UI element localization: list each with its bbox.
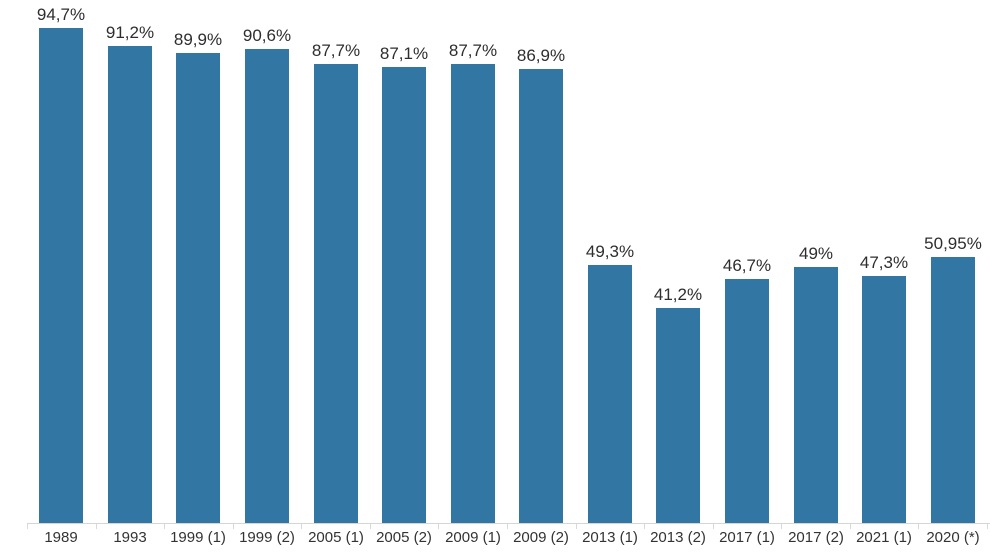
x-axis-tick (164, 524, 165, 529)
bar (382, 67, 426, 523)
bar-value-label: 50,95% (924, 234, 982, 253)
x-axis-label: 1993 (113, 529, 147, 546)
bar (451, 64, 495, 523)
bar-value-label: 87,1% (379, 44, 429, 63)
bar-value-label: 87,7% (448, 41, 498, 60)
bar-value-label: 49% (798, 244, 834, 263)
x-axis-tick (850, 524, 851, 529)
bar (108, 46, 152, 523)
x-axis-label: 2017 (1) (719, 529, 775, 546)
x-axis-label: 2017 (2) (788, 529, 844, 546)
bar-value-label: 91,2% (105, 23, 155, 42)
x-axis-label: 2013 (2) (650, 529, 706, 546)
bar (725, 279, 769, 523)
bar (176, 53, 220, 523)
x-axis-tick (918, 524, 919, 529)
bar-value-label: 89,9% (173, 30, 223, 49)
bar-value-label: 86,9% (516, 46, 566, 65)
x-axis-line (27, 523, 990, 524)
x-axis-tick (96, 524, 97, 529)
bar (39, 28, 83, 523)
x-axis-tick (713, 524, 714, 529)
bar-value-label: 41,2% (653, 285, 703, 304)
plot-area: 94,7% 91,2% 89,9% 90,6% 87,7% 87,1% 87,7% 86,9%… (36, 5, 982, 523)
bar-value-label: 46,7% (722, 256, 772, 275)
x-axis-tick (576, 524, 577, 529)
x-axis-label: 2009 (2) (513, 529, 569, 546)
bar (245, 49, 289, 523)
x-axis-label: 1999 (1) (170, 529, 226, 546)
bar (588, 265, 632, 523)
x-axis-tick (507, 524, 508, 529)
x-axis-label: 2005 (1) (308, 529, 364, 546)
bar-value-label: 47,3% (859, 253, 909, 272)
bar (794, 267, 838, 523)
x-axis-tick (27, 524, 28, 529)
x-axis-tick (233, 524, 234, 529)
x-axis-tick (370, 524, 371, 529)
bar (656, 308, 700, 523)
x-axis-label: 1999 (2) (239, 529, 295, 546)
x-axis-label: 2005 (2) (376, 529, 432, 546)
bar (931, 257, 975, 523)
x-axis-label: 2021 (1) (856, 529, 912, 546)
bar-value-label: 49,3% (585, 242, 635, 261)
x-axis-tick (644, 524, 645, 529)
bar-value-label: 94,7% (36, 5, 86, 24)
bar (519, 69, 563, 523)
bar (862, 276, 906, 523)
bar (314, 64, 358, 523)
bar-value-label: 87,7% (311, 41, 361, 60)
x-axis-label: 2013 (1) (582, 529, 638, 546)
x-axis-tick (987, 524, 988, 529)
x-axis-label: 1989 (44, 529, 78, 546)
x-axis-label: 2020 (*) (926, 529, 980, 546)
x-axis-tick (781, 524, 782, 529)
x-axis-label: 2009 (1) (445, 529, 501, 546)
x-axis-tick (301, 524, 302, 529)
bar-value-label: 90,6% (242, 26, 292, 45)
x-axis-tick (438, 524, 439, 529)
